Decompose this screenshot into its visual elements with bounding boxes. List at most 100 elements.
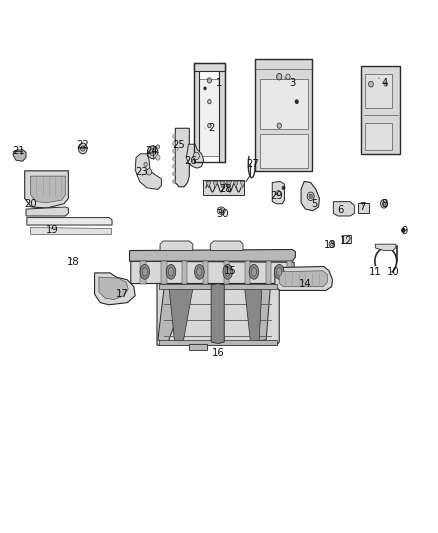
Polygon shape [244,285,262,342]
Ellipse shape [283,186,285,189]
Bar [260,79,307,130]
Polygon shape [173,149,175,154]
Ellipse shape [150,149,155,156]
Polygon shape [206,181,211,188]
Text: 13: 13 [324,240,337,250]
Ellipse shape [277,268,282,276]
Ellipse shape [275,264,284,279]
Text: 4: 4 [382,78,388,88]
Text: 20: 20 [24,199,37,209]
Ellipse shape [368,81,373,87]
Text: 1: 1 [216,78,222,88]
Ellipse shape [384,82,388,86]
Polygon shape [173,179,175,184]
Ellipse shape [381,199,388,208]
Ellipse shape [276,190,281,196]
Polygon shape [250,285,271,341]
Ellipse shape [249,264,259,279]
Text: 22: 22 [76,140,89,150]
Polygon shape [272,181,285,204]
Polygon shape [245,261,250,284]
Ellipse shape [219,208,223,213]
Text: 14: 14 [299,279,312,288]
Polygon shape [301,181,319,211]
Text: 29: 29 [270,191,283,201]
Polygon shape [173,156,175,161]
Ellipse shape [329,241,334,247]
Polygon shape [175,128,189,187]
Ellipse shape [197,268,202,276]
Text: 30: 30 [216,209,229,220]
Ellipse shape [166,264,176,279]
Text: 17: 17 [116,289,128,299]
Text: 16: 16 [212,348,225,358]
Text: 12: 12 [340,236,353,246]
Polygon shape [30,227,111,233]
Polygon shape [210,241,243,251]
Polygon shape [361,66,400,154]
Bar [358,203,369,213]
Polygon shape [182,261,187,284]
Text: 3: 3 [289,78,296,88]
Polygon shape [287,261,292,284]
Text: 19: 19 [46,225,59,236]
Text: 23: 23 [135,167,148,177]
Bar [260,134,307,168]
Ellipse shape [207,78,212,83]
Polygon shape [219,181,225,188]
Text: 27: 27 [247,159,259,169]
Ellipse shape [78,143,87,154]
Ellipse shape [208,100,211,104]
Ellipse shape [225,268,230,276]
Polygon shape [157,284,279,345]
Polygon shape [130,249,295,261]
Ellipse shape [277,123,282,128]
Polygon shape [240,181,245,188]
Text: 24: 24 [145,146,158,156]
Text: 15: 15 [223,266,236,276]
Ellipse shape [147,168,152,175]
Polygon shape [213,181,218,188]
Polygon shape [186,144,204,168]
Polygon shape [333,201,354,216]
Ellipse shape [307,192,314,200]
Ellipse shape [194,264,204,279]
Polygon shape [27,217,112,225]
Bar [365,74,392,108]
Bar [365,123,392,150]
Polygon shape [30,176,65,203]
Polygon shape [233,181,238,188]
Polygon shape [161,261,166,284]
Polygon shape [275,266,332,290]
Text: 8: 8 [382,199,388,209]
Polygon shape [99,277,128,300]
Polygon shape [173,141,175,147]
Text: 5: 5 [311,199,318,209]
Polygon shape [173,134,175,139]
Ellipse shape [204,87,206,90]
Ellipse shape [251,268,257,276]
Ellipse shape [277,74,282,80]
Polygon shape [159,284,277,289]
Ellipse shape [295,100,298,103]
Ellipse shape [144,163,148,166]
Ellipse shape [142,268,148,276]
Polygon shape [203,261,208,284]
Polygon shape [279,271,327,287]
Text: 7: 7 [359,202,365,212]
Ellipse shape [148,146,158,159]
Bar [189,344,207,351]
Polygon shape [224,261,229,284]
Ellipse shape [330,243,333,246]
Polygon shape [375,244,396,251]
Text: 28: 28 [219,184,232,195]
Polygon shape [226,181,232,188]
Ellipse shape [382,201,386,206]
Text: 18: 18 [67,257,79,267]
Text: 21: 21 [13,146,25,156]
Polygon shape [219,63,225,161]
Polygon shape [158,285,184,344]
Ellipse shape [156,145,159,149]
Polygon shape [160,241,193,251]
Ellipse shape [208,124,211,128]
